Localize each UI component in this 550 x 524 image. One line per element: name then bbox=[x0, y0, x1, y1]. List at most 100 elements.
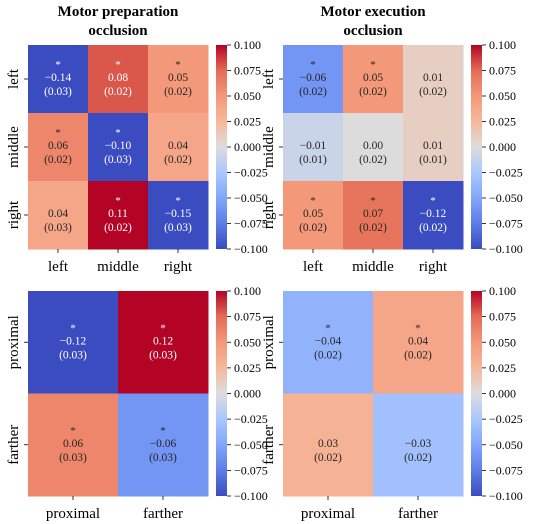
colorbar-tick-label: −0.075 bbox=[489, 463, 523, 477]
significance-star: * bbox=[175, 59, 181, 71]
colorbar-tick-label: 0.025 bbox=[489, 115, 516, 129]
cell-value: 0.05 bbox=[168, 72, 188, 84]
colorbar-tick-label: −0.050 bbox=[234, 438, 268, 452]
y-tick-label: farther bbox=[6, 425, 22, 465]
heatmap-cell bbox=[148, 181, 209, 250]
panel-title: Motor preparation bbox=[58, 4, 179, 20]
cell-value: −0.15 bbox=[165, 208, 192, 220]
heatmap-cell bbox=[373, 291, 464, 394]
heatmap-cell bbox=[148, 45, 209, 114]
cell-error: (0.02) bbox=[314, 452, 342, 464]
colorbar-tick-label: 0.025 bbox=[234, 115, 261, 129]
cell-value: −0.12 bbox=[420, 208, 447, 220]
significance-star: * bbox=[70, 425, 76, 437]
colorbar bbox=[471, 45, 482, 249]
cell-value: 0.04 bbox=[168, 140, 188, 152]
cell-error: (0.03) bbox=[59, 452, 87, 464]
heatmap-panel-1: Motor preparationocclusion*−0.14(0.03)*0… bbox=[6, 4, 268, 275]
cell-error: (0.02) bbox=[44, 154, 72, 166]
x-tick-label: middle bbox=[352, 259, 394, 275]
y-tick-label: middle bbox=[6, 126, 22, 168]
cell-error: (0.03) bbox=[104, 154, 132, 166]
cell-error: (0.02) bbox=[104, 86, 132, 98]
x-tick-label: middle bbox=[97, 259, 139, 275]
cell-value: −0.03 bbox=[405, 438, 432, 450]
significance-star: * bbox=[160, 322, 166, 334]
cell-error: (0.02) bbox=[104, 222, 132, 234]
cell-value: 0.08 bbox=[108, 72, 128, 84]
x-tick-label: left bbox=[48, 259, 69, 275]
y-tick-label: left bbox=[6, 68, 22, 89]
x-tick-label: right bbox=[164, 259, 193, 275]
significance-star: * bbox=[160, 425, 166, 437]
cell-value: 0.05 bbox=[303, 208, 323, 220]
colorbar-tick-label: 0.050 bbox=[489, 335, 516, 349]
cell-value: 0.06 bbox=[48, 140, 68, 152]
cell-error: (0.01) bbox=[299, 154, 327, 166]
heatmap-cell bbox=[28, 113, 89, 182]
colorbar-tick-label: −0.100 bbox=[489, 489, 523, 503]
significance-star: * bbox=[415, 322, 421, 334]
heatmap-cell bbox=[28, 393, 119, 497]
colorbar-tick-label: 0.100 bbox=[489, 284, 516, 298]
x-tick-label: left bbox=[303, 259, 324, 275]
x-tick-label: farther bbox=[143, 506, 183, 522]
cell-value: 0.06 bbox=[63, 438, 83, 450]
heatmap-cell bbox=[403, 181, 464, 250]
cell-error: (0.03) bbox=[44, 86, 72, 98]
significance-star: * bbox=[310, 195, 316, 207]
colorbar-tick-label: −0.050 bbox=[489, 438, 523, 452]
heatmap-cell bbox=[28, 291, 119, 394]
heatmap-cell bbox=[283, 393, 374, 497]
cell-error: (0.02) bbox=[419, 222, 447, 234]
heatmap-cell bbox=[118, 393, 209, 497]
cell-value: 0.12 bbox=[153, 335, 173, 347]
cell-error: (0.02) bbox=[359, 222, 387, 234]
cell-value: −0.04 bbox=[315, 335, 342, 347]
significance-star: * bbox=[175, 195, 181, 207]
heatmap-cell bbox=[28, 45, 89, 114]
heatmap-cell bbox=[373, 393, 464, 497]
significance-star: * bbox=[55, 59, 61, 71]
significance-star: * bbox=[55, 127, 61, 139]
cell-error: (0.02) bbox=[299, 222, 327, 234]
heatmap-cell bbox=[283, 181, 344, 250]
significance-star: * bbox=[115, 195, 121, 207]
y-tick-label: right bbox=[6, 200, 22, 229]
significance-star: * bbox=[115, 127, 121, 139]
y-tick-label: proximal bbox=[6, 315, 22, 369]
cell-value: 0.01 bbox=[423, 140, 443, 152]
panel-title: occlusion bbox=[343, 23, 403, 39]
heatmap-cell bbox=[283, 291, 374, 394]
colorbar-tick-label: −0.075 bbox=[489, 217, 523, 231]
colorbar bbox=[471, 291, 482, 496]
y-tick-label: proximal bbox=[261, 315, 277, 369]
cell-value: 0.07 bbox=[363, 208, 383, 220]
panel-title: Motor execution bbox=[320, 4, 426, 20]
cell-value: 0.00 bbox=[363, 140, 383, 152]
heatmap-cell bbox=[88, 45, 149, 114]
significance-star: * bbox=[430, 195, 436, 207]
heatmap-cell bbox=[283, 45, 344, 114]
colorbar bbox=[216, 291, 227, 496]
colorbar-tick-label: 0.075 bbox=[234, 64, 261, 78]
heatmap-panel-2: Motor executionocclusion*−0.06(0.02)*0.0… bbox=[261, 4, 523, 275]
significance-star: * bbox=[325, 322, 331, 334]
colorbar-tick-label: 0.050 bbox=[489, 89, 516, 103]
significance-star: * bbox=[70, 322, 76, 334]
colorbar-tick-label: −0.075 bbox=[234, 217, 268, 231]
x-tick-label: farther bbox=[398, 506, 438, 522]
colorbar-tick-label: −0.025 bbox=[234, 412, 268, 426]
heatmap-panel-4: *−0.04(0.02)*0.04(0.02)0.03(0.02)−0.03(0… bbox=[261, 284, 523, 522]
cell-error: (0.02) bbox=[404, 349, 432, 361]
heatmap-cell bbox=[343, 113, 404, 182]
cell-value: 0.04 bbox=[48, 208, 68, 220]
heatmap-cell bbox=[88, 181, 149, 250]
colorbar-tick-label: 0.050 bbox=[234, 335, 261, 349]
colorbar-tick-label: 0.075 bbox=[489, 64, 516, 78]
colorbar-tick-label: 0.075 bbox=[234, 310, 261, 324]
colorbar-tick-label: 0.100 bbox=[489, 38, 516, 52]
heatmap-cell bbox=[403, 45, 464, 114]
colorbar-tick-label: −0.025 bbox=[489, 412, 523, 426]
colorbar-tick-label: 0.025 bbox=[234, 361, 261, 375]
